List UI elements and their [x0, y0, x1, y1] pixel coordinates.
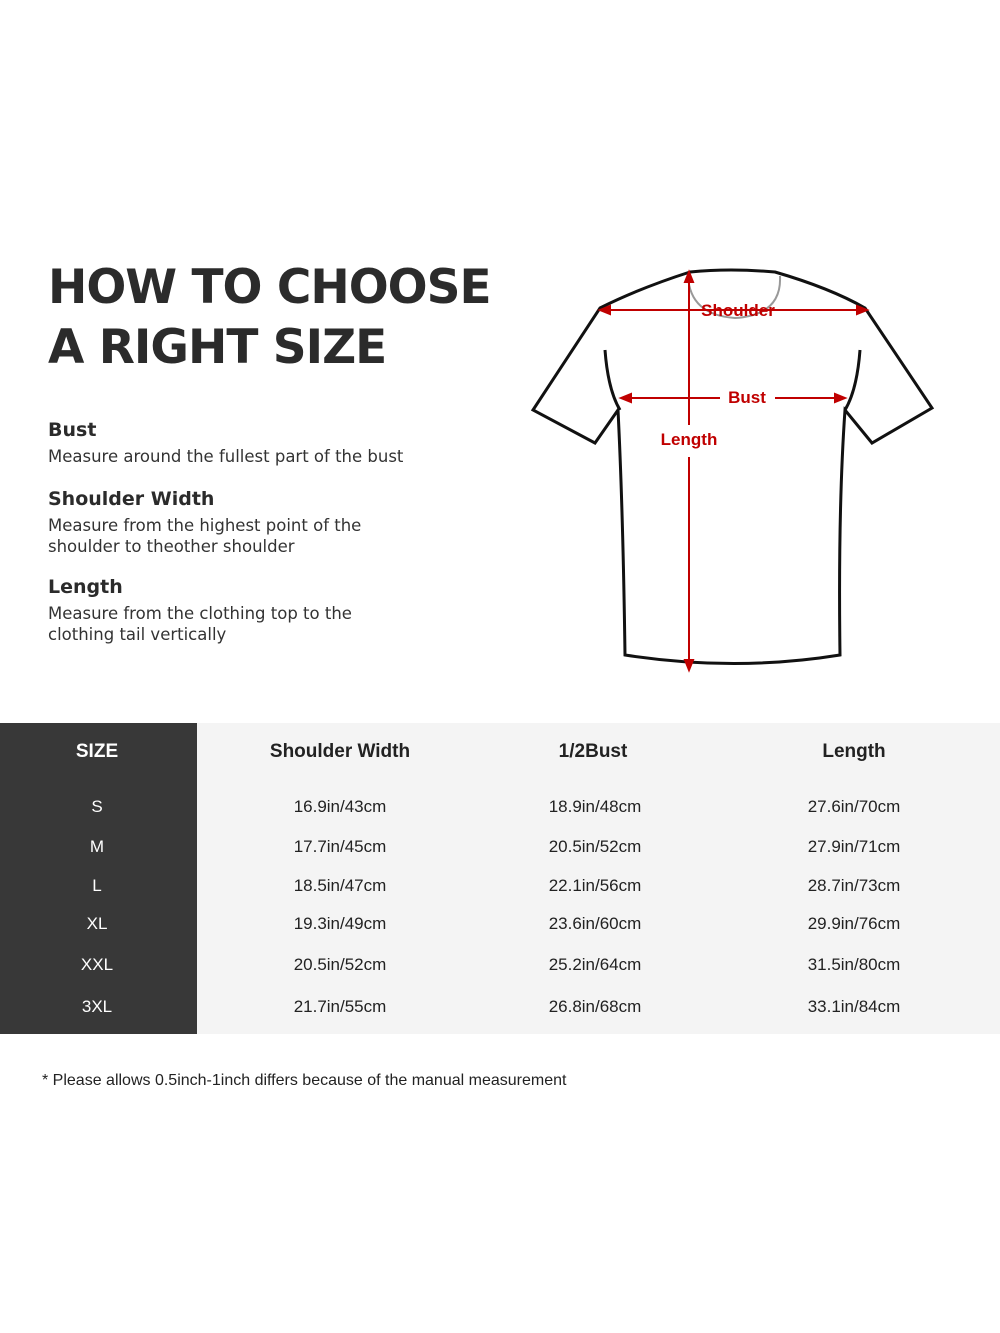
table-cell: 23.6in/60cm [548, 914, 642, 933]
arrow-head [597, 304, 611, 316]
arrow-head [856, 304, 870, 316]
header-size: SIZE [75, 741, 119, 762]
measurement-note: * Please allows 0.5inch-1inch differs be… [42, 1072, 567, 1089]
table-cell: 29.9in/76cm [807, 914, 901, 933]
table-cell: 28.7in/73cm [807, 876, 901, 895]
length-label: Length [661, 430, 718, 449]
arrow-head [683, 659, 695, 673]
table-cell: 33.1in/84cm [807, 997, 901, 1016]
collar [687, 275, 782, 320]
table-cell: 18.9in/48cm [548, 797, 642, 816]
table-cell: 26.8in/68cm [548, 997, 642, 1016]
page-title: HOW TO CHOOSE A RIGHT SIZE [48, 258, 492, 378]
title-line-2: A RIGHT SIZE [48, 320, 387, 375]
table-cell: 18.5in/47cm [293, 876, 387, 895]
size-cell: L [92, 876, 102, 895]
size-column: SIZE S M L XL XXL 3XL [0, 723, 197, 1034]
armhole-right [843, 349, 862, 411]
size-table: SIZE S M L XL XXL 3XL Shoulder Width 1/2… [0, 723, 1000, 1034]
guide-heading: Bust [48, 419, 97, 441]
header-shoulder-width: Shoulder Width [269, 741, 411, 762]
shoulder-label: Shoulder [701, 301, 775, 320]
armhole-left [603, 349, 622, 411]
table-cell: 20.5in/52cm [293, 955, 387, 974]
size-cell: XL [86, 914, 108, 933]
title-line-1: HOW TO CHOOSE [48, 260, 492, 315]
guide-text: Measure from the highest point of the sh… [48, 516, 362, 556]
guide-text: Measure from the clothing top to the clo… [48, 604, 352, 644]
tshirt-outline [530, 268, 935, 665]
table-cell: 16.9in/43cm [293, 797, 387, 816]
header-length: Length [822, 741, 886, 762]
table-cell: 27.9in/71cm [807, 837, 901, 856]
arrow-head [834, 392, 848, 404]
table-cell: 22.1in/56cm [548, 876, 642, 895]
table-cell: 17.7in/45cm [293, 837, 387, 856]
arrow-head [618, 392, 632, 404]
guide-heading: Shoulder Width [48, 488, 215, 510]
guide-shoulder: Shoulder Width Measure from the highest … [48, 487, 388, 557]
guide-heading: Length [48, 576, 123, 598]
bust-label: Bust [728, 388, 766, 407]
guide-text: Measure around the fullest part of the b… [48, 447, 404, 466]
size-cell: XXL [80, 955, 114, 974]
table-cell: 21.7in/55cm [293, 997, 387, 1016]
guide-bust: Bust Measure around the fullest part of … [48, 418, 438, 467]
size-cell: S [91, 797, 103, 816]
tshirt-diagram: Shoulder Bust Length [530, 268, 935, 673]
size-cell: M [89, 837, 105, 856]
header-half-bust: 1/2Bust [558, 741, 628, 762]
table-cell: 27.6in/70cm [807, 797, 901, 816]
table-cell: 31.5in/80cm [807, 955, 901, 974]
arrow-head [683, 269, 695, 283]
table-cell: 19.3in/49cm [293, 914, 387, 933]
guide-length: Length Measure from the clothing top to … [48, 575, 388, 645]
size-cell: 3XL [81, 997, 113, 1016]
table-cell: 25.2in/64cm [548, 955, 642, 974]
table-cell: 20.5in/52cm [548, 837, 642, 856]
